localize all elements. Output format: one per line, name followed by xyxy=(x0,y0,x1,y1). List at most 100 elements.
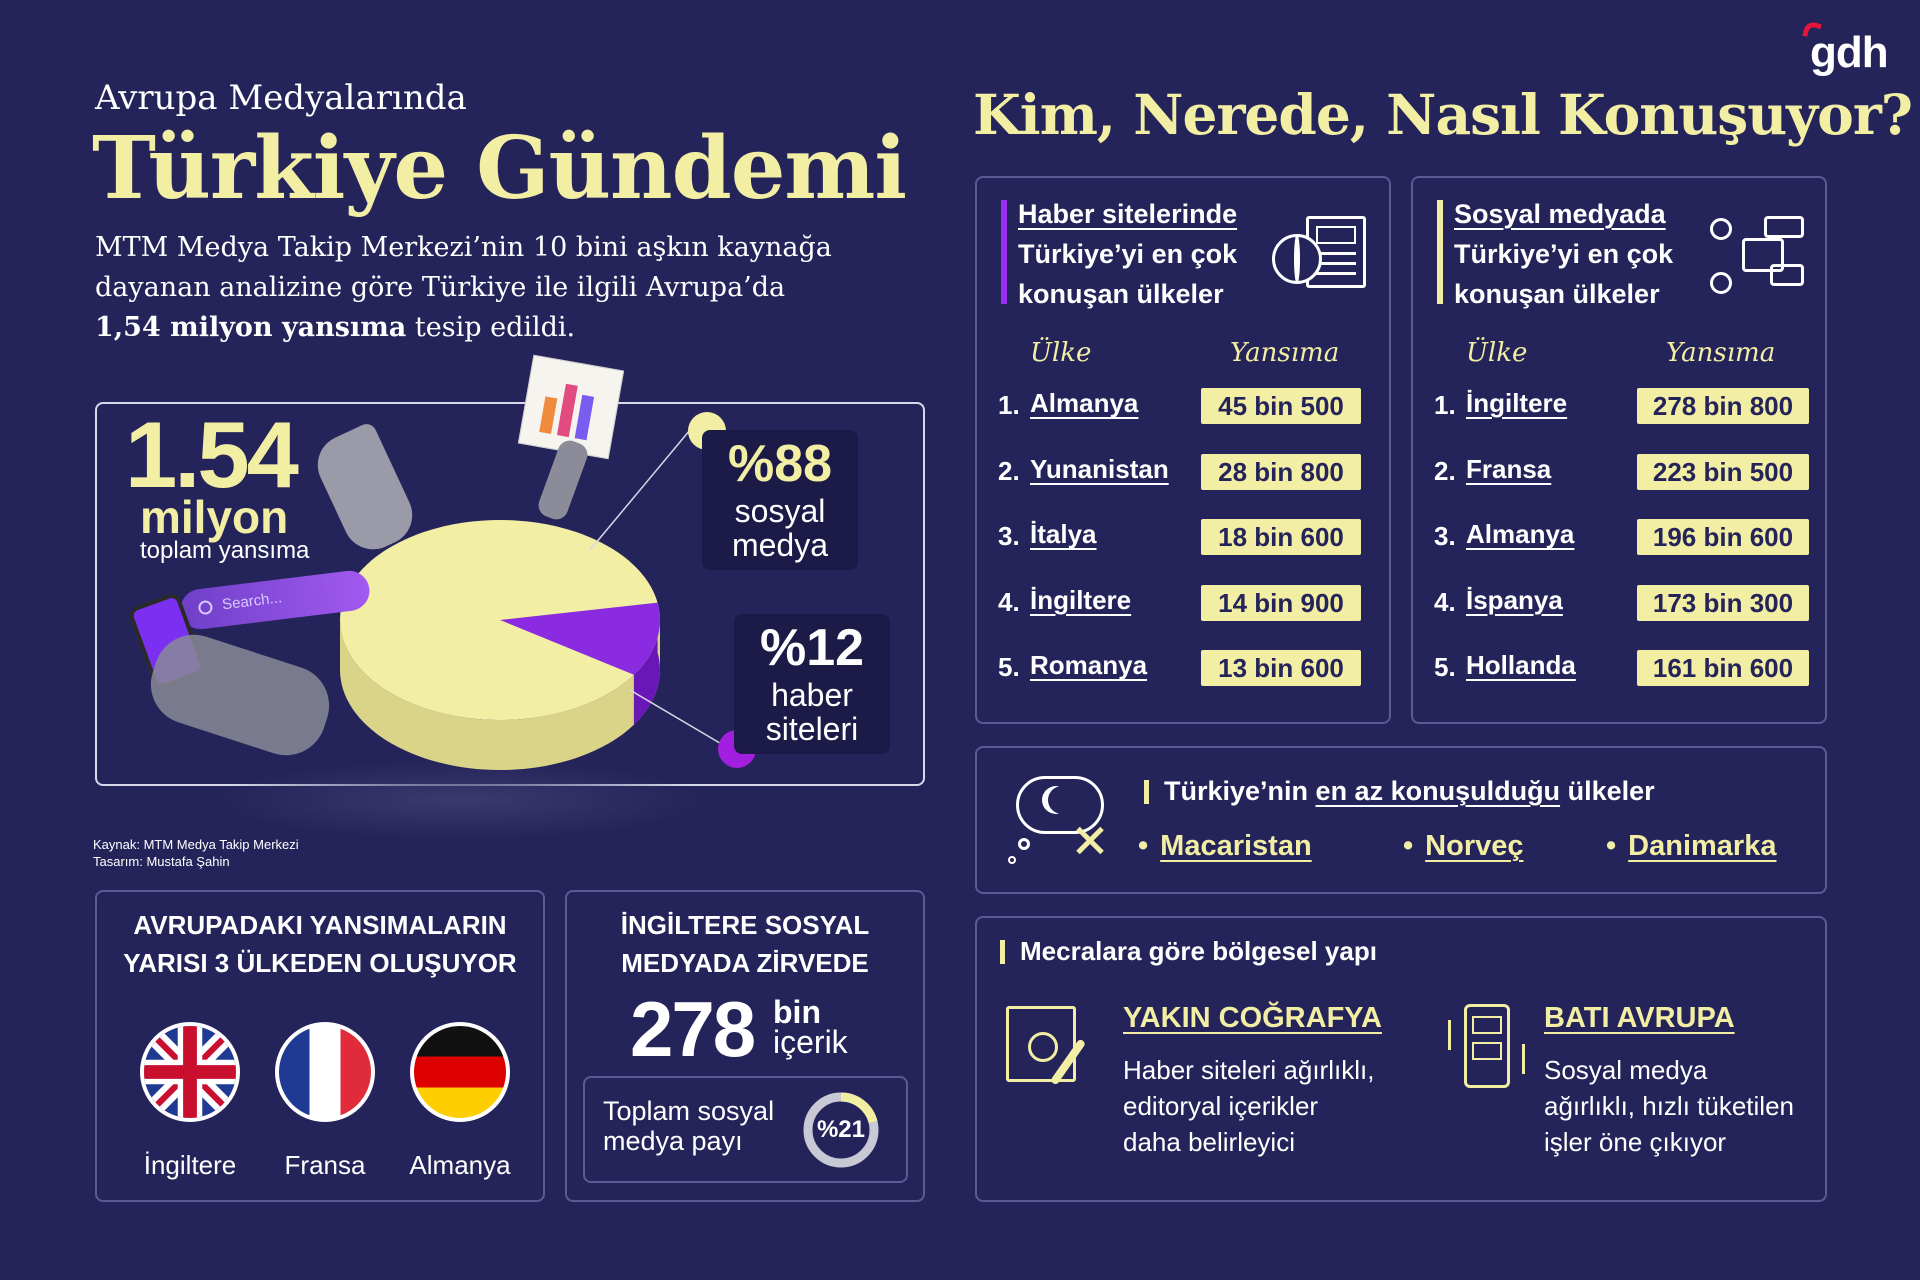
hero-shadow xyxy=(210,760,710,840)
news-row-4: 4. İngiltere 14 bin 900 xyxy=(998,584,1388,625)
news-rank: 5. xyxy=(998,652,1020,682)
share-label: Toplam sosyal medya payı xyxy=(603,1096,775,1156)
pie-slice-news xyxy=(500,602,660,675)
uk-social-unit1: bin xyxy=(773,994,821,1030)
social-chat-icon xyxy=(1710,212,1806,296)
uk-flag-icon xyxy=(140,1022,240,1122)
social-row-3: 3. Almanya 196 bin 600 xyxy=(1434,519,1824,559)
news-pct: %12 xyxy=(759,619,865,677)
big-caption: toplam yansıma xyxy=(140,537,310,564)
intro-text: MTM Medya Takip Merkezi’nin 10 bini aşkı… xyxy=(95,232,832,343)
news-country: Almanya xyxy=(1030,388,1139,418)
social-row-4: 4. İspanya 173 bin 300 xyxy=(1434,584,1824,625)
social-country: İspanya xyxy=(1466,584,1563,615)
news-value: 28 bin 800 xyxy=(1201,453,1361,490)
country-label-uk: İngiltere xyxy=(143,1150,237,1180)
gdh-logo: gdh xyxy=(1802,20,1889,78)
newspaper-feather-icon xyxy=(1006,1006,1092,1086)
news-rank: 3. xyxy=(998,521,1020,551)
news-callout: %12 haber siteleri xyxy=(734,614,890,754)
regional-title: Mecralara göre bölgesel yapı xyxy=(1020,936,1377,966)
social-value: 196 bin 600 xyxy=(1637,519,1809,555)
pie-side-news xyxy=(633,602,660,725)
newspaper-globe-icon xyxy=(1272,216,1368,292)
west-title: BATI AVRUPA xyxy=(1544,1002,1735,1034)
uk-social-unit2: içerik xyxy=(773,1024,848,1060)
social-country: Hollanda xyxy=(1466,650,1576,680)
social-rank: 2. xyxy=(1434,455,1456,486)
social-country: İngiltere xyxy=(1466,388,1568,418)
page-title: Türkiye Gündemi xyxy=(92,118,907,219)
share-value: %21 xyxy=(816,1116,866,1143)
uk-social-panel xyxy=(565,890,925,1202)
social-label1: sosyal xyxy=(734,493,826,529)
news-country: İngiltere xyxy=(1030,584,1132,615)
social-value: 161 bin 600 xyxy=(1637,650,1809,686)
credit-design: Tasarım: Mustafa Şahin xyxy=(93,854,230,869)
uk-social-title: İNGİLTERE SOSYAL MEDYADA ZİRVEDE xyxy=(620,910,870,978)
least-item-2: • Norveç xyxy=(1403,830,1524,862)
social-label2: medya xyxy=(731,527,829,563)
news-col-value: Yansıma xyxy=(1230,338,1340,368)
pie-side-social xyxy=(340,620,660,770)
news-value: 13 bin 600 xyxy=(1201,650,1361,686)
social-row-5: 5. Hollanda 161 bin 600 xyxy=(1434,650,1824,690)
least-item-1: • Macaristan xyxy=(1138,830,1312,862)
social-value: 223 bin 500 xyxy=(1637,453,1809,490)
social-country: Fransa xyxy=(1466,453,1552,484)
news-country: İtalya xyxy=(1030,519,1097,549)
callout-lines xyxy=(589,429,736,753)
thought-cloud-icon xyxy=(1008,772,1116,868)
news-value: 14 bin 900 xyxy=(1201,584,1361,621)
news-rank: 4. xyxy=(998,586,1020,617)
big-unit: milyon xyxy=(140,491,289,543)
social-table-accent xyxy=(1437,200,1443,304)
news-table-panel xyxy=(975,176,1391,724)
news-rank: 1. xyxy=(998,390,1020,420)
search-icon xyxy=(197,599,214,616)
share-donut xyxy=(803,1092,879,1168)
header-kicker: Avrupa Medyalarında xyxy=(95,78,467,118)
social-pct: %88 xyxy=(727,435,833,493)
search-placeholder: Search... xyxy=(221,589,283,614)
country-label-france: Fransa xyxy=(284,1150,366,1180)
half-countries-title: AVRUPADAKI YANSIMALARIN YARISI 3 ÜLKEDEN… xyxy=(123,910,517,978)
news-row-5: 5. Romanya 13 bin 600 xyxy=(998,650,1388,690)
news-rank: 2. xyxy=(998,455,1020,486)
news-value: 18 bin 600 xyxy=(1201,519,1361,555)
news-col-country: Ülke xyxy=(1030,338,1092,368)
social-rank: 5. xyxy=(1434,652,1456,682)
social-row-2: 2. Fransa 223 bin 500 xyxy=(1434,453,1824,494)
social-row-1: 1. İngiltere 278 bin 800 xyxy=(1434,388,1824,428)
west-text: Sosyal medya ağırlıklı, hızlı tüketilen … xyxy=(1544,1055,1794,1157)
news-row-3: 3. İtalya 18 bin 600 xyxy=(998,519,1388,559)
social-rank: 3. xyxy=(1434,521,1456,551)
news-label1: haber xyxy=(771,677,853,713)
news-country: Romanya xyxy=(1030,650,1148,680)
country-label-germany: Almanya xyxy=(409,1150,511,1180)
phone-media-icon xyxy=(1448,1004,1528,1090)
news-row-1: 1. Almanya 45 bin 500 xyxy=(998,388,1388,428)
social-table-title: Sosyal medyada Türkiye’yi en çok konuşan… xyxy=(1454,199,1674,309)
least-accent xyxy=(1144,780,1149,804)
big-number: 1.54 xyxy=(125,402,299,507)
right-title: Kim, Nerede, Nasıl Konuşuyor? xyxy=(973,82,1913,147)
france-flag-icon xyxy=(275,1022,375,1122)
share-subpanel xyxy=(583,1076,908,1183)
regional-accent xyxy=(1000,940,1005,964)
uk-social-number: 278 xyxy=(630,985,756,1073)
news-value: 45 bin 500 xyxy=(1201,388,1361,424)
social-callout: %88 sosyal medya xyxy=(702,430,858,570)
social-col-value: Yansıma xyxy=(1666,338,1776,368)
news-label2: siteleri xyxy=(765,711,859,747)
near-title: YAKIN COĞRAFYA xyxy=(1123,1002,1382,1034)
social-value: 278 bin 800 xyxy=(1637,388,1809,424)
regional-panel xyxy=(975,916,1827,1202)
least-item-3: • Danimarka xyxy=(1606,830,1777,862)
least-title: Türkiye’nin en az konuşulduğu ülkeler xyxy=(1164,776,1655,806)
germany-flag-icon xyxy=(410,1022,510,1122)
news-table-accent xyxy=(1001,200,1007,304)
credits: Kaynak: MTM Medya Takip Merkezi Tasarım:… xyxy=(93,836,299,870)
social-rank: 1. xyxy=(1434,390,1456,420)
least-panel xyxy=(975,746,1827,894)
